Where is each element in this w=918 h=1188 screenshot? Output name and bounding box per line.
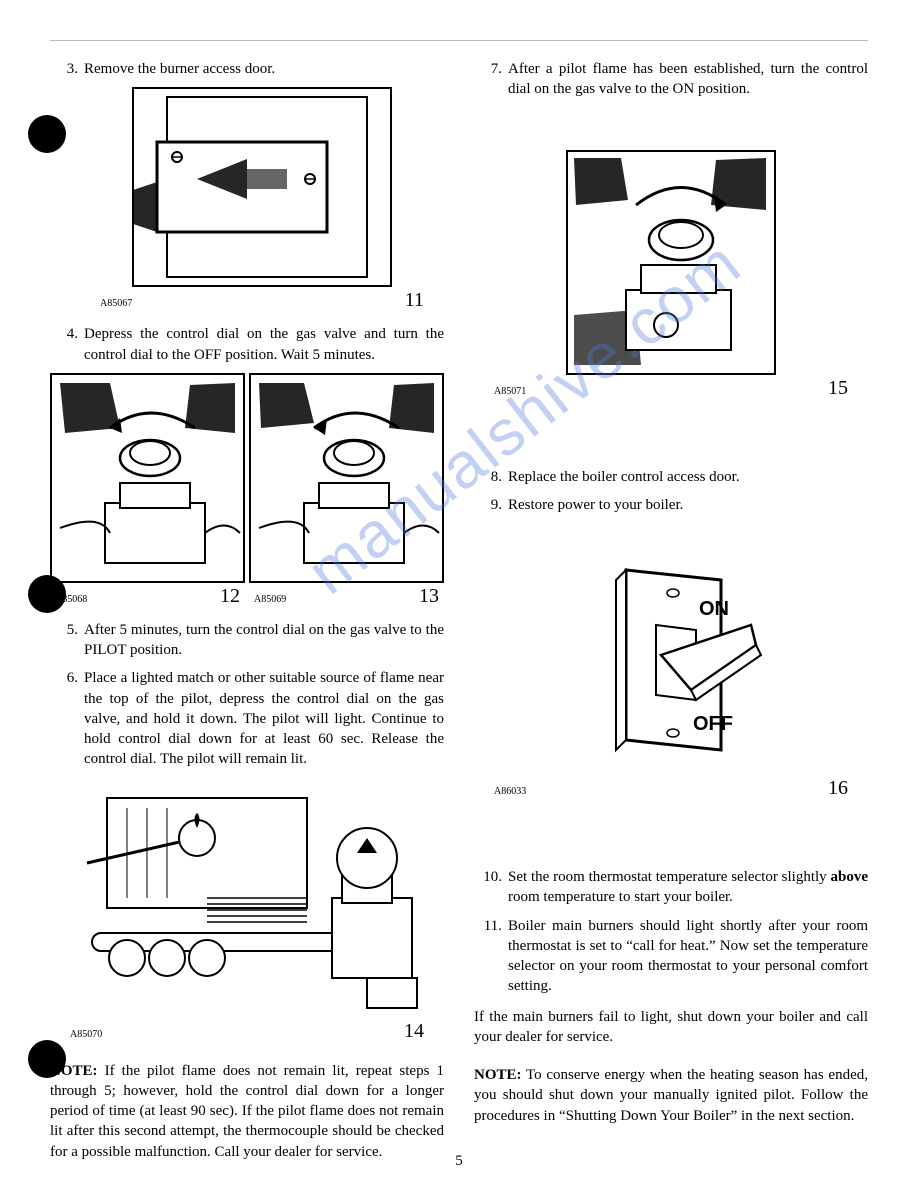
figure-number: 13 <box>419 585 439 608</box>
figure-11-illustration <box>132 87 392 287</box>
note-text: To conserve energy when the heating seas… <box>474 1067 868 1124</box>
note-block-2: NOTE: To conserve energy when the heatin… <box>474 1065 868 1126</box>
columns: 3. Remove the burner access door. <box>50 59 868 1162</box>
figure-caption: A85069 13 <box>249 585 444 608</box>
step-text-a: Set the room thermostat temperature sele… <box>508 869 831 885</box>
page: manualshive.com 3. Remove the burner acc… <box>0 0 918 1188</box>
step-number: 7. <box>474 59 508 100</box>
figure-number: 14 <box>404 1020 424 1043</box>
figure-id: A85070 <box>70 1029 102 1040</box>
step-number: 9. <box>474 495 508 515</box>
figure-15-illustration <box>566 150 776 375</box>
figure-16-illustration: ON OFF <box>571 555 771 775</box>
figure-15: A85071 15 <box>474 150 868 400</box>
figure-12: A85068 12 <box>50 373 245 608</box>
punch-hole <box>28 115 66 153</box>
figure-13-illustration <box>249 373 444 583</box>
figure-12-illustration <box>50 373 245 583</box>
left-column: 3. Remove the burner access door. <box>50 59 444 1162</box>
step-text: After 5 minutes, turn the control dial o… <box>84 620 444 661</box>
step-number: 6. <box>50 668 84 769</box>
figure-13: A85069 13 <box>249 373 444 608</box>
step-text: Restore power to your boiler. <box>508 495 868 515</box>
step-3: 3. Remove the burner access door. <box>50 59 444 79</box>
figure-caption: A85071 15 <box>474 377 868 400</box>
step-8: 8. Replace the boiler control access doo… <box>474 467 868 487</box>
figure-id: A85069 <box>254 594 286 605</box>
step-9: 9. Restore power to your boiler. <box>474 495 868 515</box>
figure-16: ON OFF A86033 16 <box>474 555 868 800</box>
step-text: Replace the boiler control access door. <box>508 467 868 487</box>
step-7: 7. After a pilot flame has been establis… <box>474 59 868 100</box>
step-4: 4. Depress the control dial on the gas v… <box>50 324 444 365</box>
figure-number: 12 <box>220 585 240 608</box>
step-text-b: room temperature to start your boiler. <box>508 889 733 905</box>
step-6: 6. Place a lighted match or other suitab… <box>50 668 444 769</box>
figure-id: A85071 <box>494 386 526 397</box>
step-number: 3. <box>50 59 84 79</box>
figure-caption: A85067 11 <box>80 289 444 312</box>
note-text: If the pilot flame does not remain lit, … <box>50 1063 444 1160</box>
step-text: Remove the burner access door. <box>84 59 444 79</box>
step-text-bold: above <box>831 869 869 885</box>
figure-number: 11 <box>405 289 424 312</box>
step-text: Depress the control dial on the gas valv… <box>84 324 444 365</box>
step-number: 10. <box>474 867 508 908</box>
figure-caption: A85070 14 <box>50 1020 444 1043</box>
step-5: 5. After 5 minutes, turn the control dia… <box>50 620 444 661</box>
step-text: Boiler main burners should light shortly… <box>508 916 868 997</box>
figure-number: 15 <box>828 377 848 400</box>
step-11: 11. Boiler main burners should light sho… <box>474 916 868 997</box>
spacer <box>474 412 868 467</box>
step-text: After a pilot flame has been established… <box>508 59 868 100</box>
step-number: 4. <box>50 324 84 365</box>
figure-id: A86033 <box>494 786 526 797</box>
page-number: 5 <box>455 1153 463 1170</box>
punch-hole <box>28 1040 66 1078</box>
step-number: 5. <box>50 620 84 661</box>
step-text: Set the room thermostat temperature sele… <box>508 867 868 908</box>
figure-id: A85067 <box>100 298 132 309</box>
off-label-svg: OFF <box>693 713 733 735</box>
step-number: 11. <box>474 916 508 997</box>
figure-number: 16 <box>828 777 848 800</box>
figure-12-13: A85068 12 <box>50 373 444 608</box>
step-text: Place a lighted match or other suitable … <box>84 668 444 769</box>
paragraph: If the main burners fail to light, shut … <box>474 1007 868 1048</box>
on-label-svg: ON <box>699 598 729 620</box>
top-rule <box>50 40 868 41</box>
figure-caption: A85068 12 <box>50 585 245 608</box>
right-column: 7. After a pilot flame has been establis… <box>474 59 868 1162</box>
note-label: NOTE: <box>474 1067 522 1083</box>
step-10: 10. Set the room thermostat temperature … <box>474 867 868 908</box>
figure-11: A85067 11 <box>80 87 444 312</box>
step-number: 8. <box>474 467 508 487</box>
punch-hole <box>28 575 66 613</box>
figure-caption: A86033 16 <box>474 777 868 800</box>
figure-14: A85070 14 <box>50 778 444 1043</box>
figure-14-illustration <box>67 778 427 1018</box>
spacer <box>474 812 868 867</box>
note-block: NOTE: If the pilot flame does not remain… <box>50 1061 444 1162</box>
